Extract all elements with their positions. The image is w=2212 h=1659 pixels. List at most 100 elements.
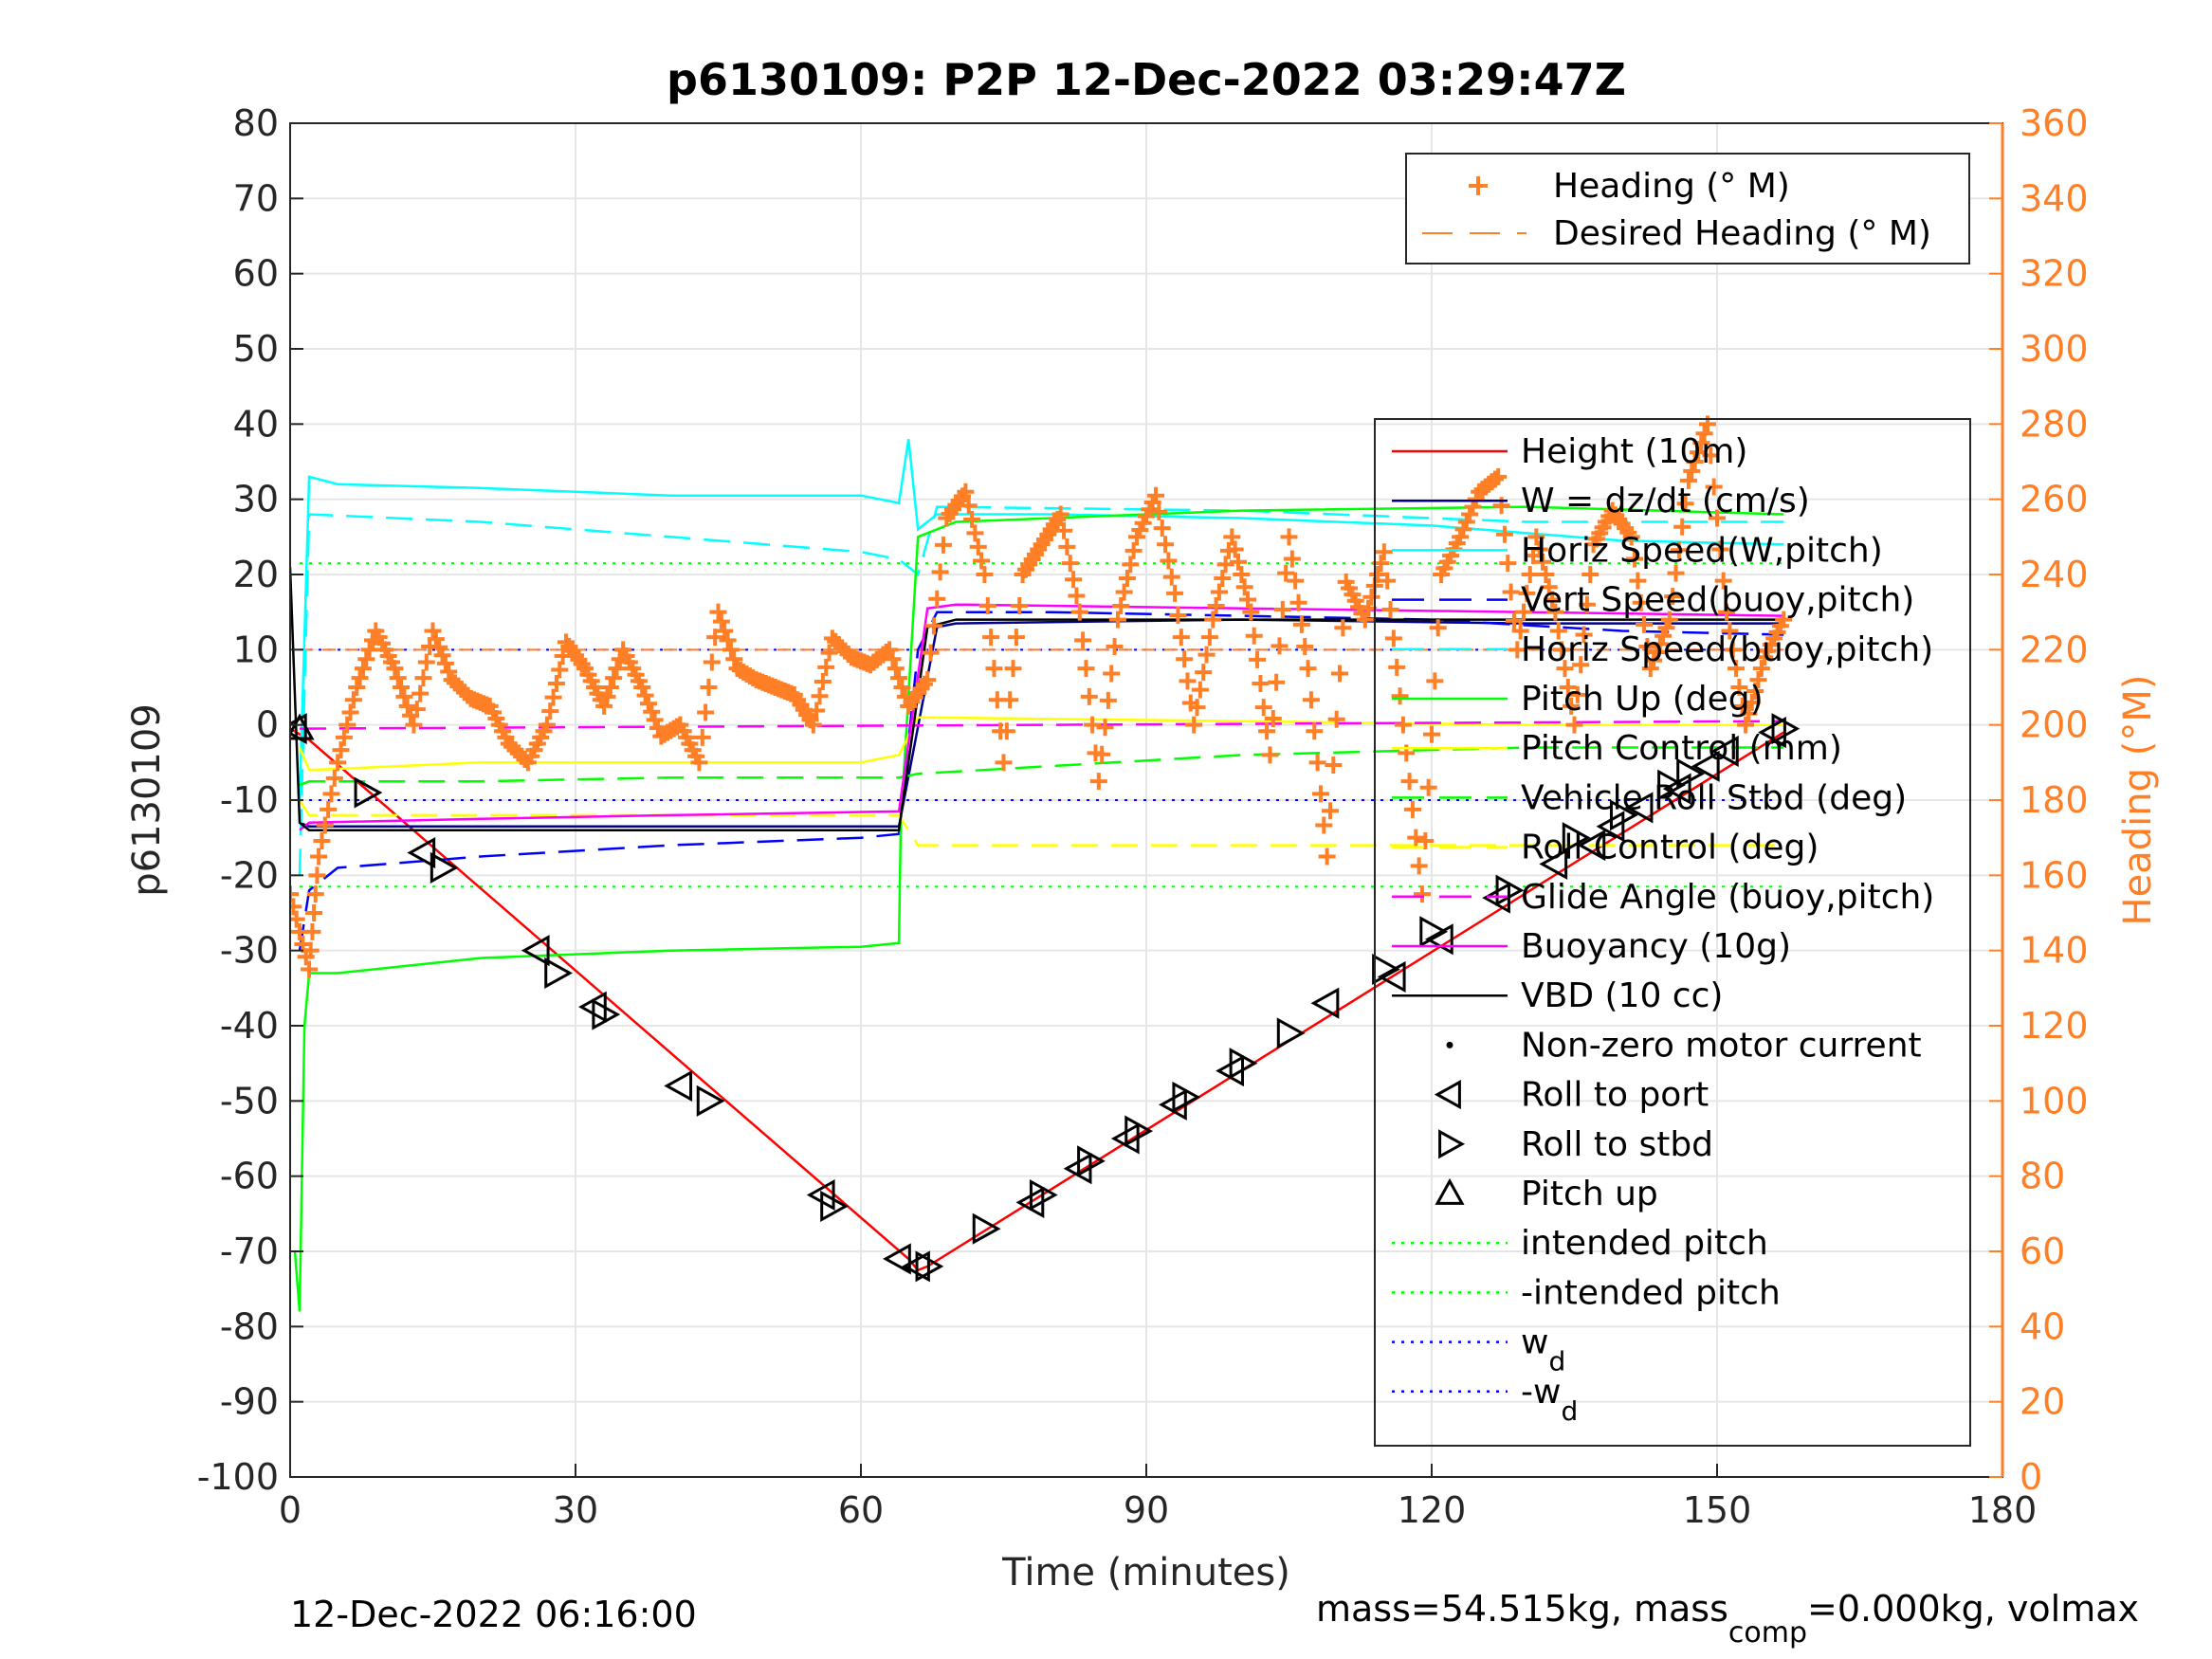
heading-point	[1530, 540, 1548, 558]
legend-label: Vehicle Roll Stbd (deg)	[1521, 778, 1907, 817]
roll-stbd-marker	[915, 1250, 944, 1283]
heading-point	[1686, 453, 1704, 470]
heading-point	[411, 684, 430, 702]
footer-date: 12-Dec-2022 06:16:00	[290, 1594, 697, 1635]
heading-point	[1651, 635, 1669, 653]
heading-point	[808, 702, 826, 720]
heading-point	[1388, 658, 1406, 676]
heading-point	[1568, 685, 1586, 703]
roll-port-marker	[664, 1069, 693, 1103]
heading-point	[393, 679, 411, 696]
heading-point	[1296, 638, 1314, 656]
roll-stbd-marker	[972, 1212, 1001, 1245]
heading-point	[290, 885, 299, 903]
series-vert-speed-buoy-pitch	[298, 611, 1784, 951]
heading-point	[608, 660, 626, 678]
heading-point	[1743, 693, 1761, 711]
heading-point	[931, 563, 949, 581]
heading-point	[1636, 615, 1654, 633]
heading-point	[1277, 564, 1295, 582]
heading-point	[1315, 816, 1333, 834]
heading-point	[1749, 671, 1767, 689]
heading-point	[1204, 611, 1222, 629]
heading-point	[1157, 536, 1175, 554]
roll-stbd-marker	[354, 776, 383, 809]
heading-point	[305, 904, 323, 921]
x-tick-label: 90	[1124, 1489, 1169, 1531]
legend-label: Non-zero motor current	[1521, 1026, 1922, 1065]
y-tick-label-left: 60	[233, 253, 279, 295]
heading-point	[544, 688, 562, 706]
heading-point	[1070, 603, 1088, 621]
heading-point	[884, 650, 902, 668]
heading-point	[1308, 754, 1326, 772]
y-tick-label-left: 50	[233, 328, 279, 370]
legend-label: Vert Speed(buoy,pitch)	[1521, 581, 1914, 620]
heading-point	[303, 922, 321, 940]
heading-point	[1645, 651, 1663, 669]
legend-label: Pitch Control (mm)	[1521, 729, 1842, 768]
legend-main-box	[1374, 418, 1971, 1447]
y-tick-label-right: 120	[2020, 1005, 2089, 1047]
heading-point	[1099, 691, 1117, 709]
roll-stbd-marker	[1276, 1017, 1306, 1049]
legend-label: Pitch up	[1521, 1175, 1658, 1213]
heading-point	[1258, 722, 1276, 740]
heading-point	[1518, 584, 1536, 602]
roll-port-marker	[1577, 830, 1606, 862]
series-roll-control-deg	[298, 799, 1784, 847]
x-tick-label: 30	[553, 1489, 598, 1531]
footer-mass: mass=54.515kg, masscomp=0.000kg, volmax	[1316, 1588, 2139, 1650]
roll-stbd-marker	[1229, 1048, 1258, 1080]
heading-point	[1106, 638, 1124, 656]
heading-point	[1226, 540, 1244, 558]
heading-point	[538, 716, 556, 734]
roll-stbd-marker	[1372, 953, 1400, 986]
heading-point	[693, 728, 711, 746]
heading-point	[1195, 664, 1213, 682]
roll-stbd-marker	[1124, 1115, 1154, 1147]
heading-point	[1065, 571, 1083, 589]
y-tick-label-left: -70	[220, 1231, 279, 1272]
heading-point	[1705, 478, 1723, 496]
heading-point	[1356, 611, 1374, 629]
heading-point	[1654, 627, 1673, 645]
roll-port-marker	[521, 935, 550, 967]
heading-point	[1410, 857, 1428, 875]
heading-point	[1179, 672, 1197, 690]
heading-point	[1061, 555, 1079, 573]
heading-point	[1714, 572, 1732, 590]
heading-point	[973, 552, 991, 570]
heading-point	[1233, 566, 1251, 583]
heading-point	[1521, 566, 1539, 583]
roll-port-marker	[1310, 987, 1340, 1019]
heading-point	[1176, 650, 1194, 668]
heading-point	[424, 622, 442, 640]
heading-point	[1676, 495, 1694, 513]
heading-point	[719, 631, 737, 649]
legend-heading-box	[1405, 153, 1970, 264]
heading-point	[997, 722, 1015, 740]
heading-point	[335, 728, 353, 746]
heading-point	[1160, 552, 1178, 570]
legend-label: Height (10m)	[1521, 432, 1747, 471]
heading-point	[302, 941, 320, 959]
legend-label: Pitch Up (deg)	[1521, 680, 1764, 719]
heading-point	[1242, 603, 1260, 621]
heading-point	[1273, 601, 1291, 619]
roll-stbd-marker	[1676, 757, 1705, 790]
heading-point	[1417, 831, 1435, 849]
heading-point	[1122, 556, 1140, 574]
heading-point	[1239, 591, 1257, 609]
y-tick-label-left: -90	[220, 1381, 279, 1423]
heading-point	[1553, 641, 1571, 659]
heading-point	[398, 697, 416, 715]
heading-point	[1752, 660, 1770, 678]
heading-point	[310, 848, 328, 866]
heading-point	[1096, 719, 1114, 737]
heading-point	[1679, 471, 1697, 489]
heading-point	[1200, 629, 1218, 647]
heading-point	[976, 566, 994, 583]
heading-point	[541, 702, 559, 720]
heading-point	[1505, 611, 1523, 629]
